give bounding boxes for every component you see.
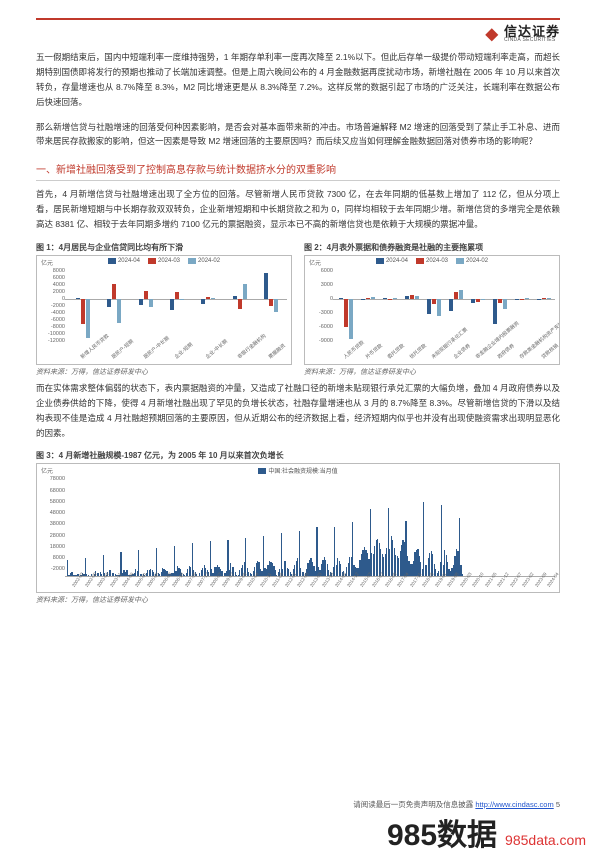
paragraph-2: 那么新增信贷与社融增速的回落受何种因素影响，是否会对基本面带来新的冲击。市场普遍… [36, 120, 560, 150]
footer-page: 5 [556, 800, 560, 809]
watermark: 985数据 985data.com [387, 810, 586, 854]
watermark-domain: 985data.com [505, 832, 586, 848]
chart-2: 亿元 2024-042024-032024-02600030000-3000-6… [304, 255, 560, 365]
chart-3-title: 图 3：4 月新增社融规模-1987 亿元，为 2005 年 10 月以来首次负… [36, 450, 560, 461]
chart-1-ylabel: 亿元 [41, 258, 53, 267]
charts-row-1: 图 1：4月居民与企业信贷同比均有所下滑 亿元 2024-042024-0320… [36, 242, 560, 377]
content: 五一假期结束后，国内中短端利率一度维持强势，1 年期存单利率一度再次降至 2.1… [0, 50, 596, 605]
chart-1-title: 图 1：4月居民与企业信贷同比均有所下滑 [36, 242, 292, 253]
paragraph-3: 首先，4 月新增信贷与社融增速出现了全方位的回落。尽管新增人民币贷款 7300 … [36, 187, 560, 232]
footer-text: 请阅读最后一页免责声明及信息披露 [353, 800, 473, 809]
paragraph-1: 五一假期结束后，国内中短端利率一度维持强势，1 年期存单利率一度再次降至 2.1… [36, 50, 560, 110]
chart-2-block: 图 2：4月表外票据和债券融资是社融的主要拖累项 亿元 2024-042024-… [304, 242, 560, 377]
chart-2-ylabel: 亿元 [309, 258, 321, 267]
chart-3-source: 资料来源：万得，信达证券研发中心 [36, 595, 560, 605]
chart-2-title: 图 2：4月表外票据和债券融资是社融的主要拖累项 [304, 242, 560, 253]
brand-name-en: CINDA SECURITIES [504, 38, 560, 43]
chart-1-block: 图 1：4月居民与企业信贷同比均有所下滑 亿元 2024-042024-0320… [36, 242, 292, 377]
chart-3: 亿元 中国:社会融资规模:当月值780006800058000480003800… [36, 463, 560, 593]
logo-mark-icon: ◆ [486, 24, 498, 44]
header: ◆ 信达证券 CINDA SECURITIES [0, 20, 596, 50]
brand-logo: ◆ 信达证券 CINDA SECURITIES [486, 24, 560, 44]
chart-2-source: 资料来源：万得，信达证券研发中心 [304, 367, 560, 377]
paragraph-4: 而在实体需求整体偏弱的状态下，表内票据融资的冲量，又造成了社融口径的新增未贴现银… [36, 381, 560, 441]
footer: 请阅读最后一页免责声明及信息披露 http://www.cindasc.com … [353, 799, 560, 810]
section-title-1: 一、新增社融回落受到了控制高息存款与统计数据挤水分的双重影响 [36, 161, 560, 181]
chart-3-ylabel: 亿元 [41, 466, 53, 475]
chart-3-block: 图 3：4 月新增社融规模-1987 亿元，为 2005 年 10 月以来首次负… [36, 450, 560, 605]
footer-link[interactable]: http://www.cindasc.com [475, 800, 553, 809]
chart-1-source: 资料来源：万得，信达证券研发中心 [36, 367, 292, 377]
watermark-main: 985数据 [387, 810, 497, 854]
chart-1: 亿元 2024-042024-032024-028000600040002000… [36, 255, 292, 365]
